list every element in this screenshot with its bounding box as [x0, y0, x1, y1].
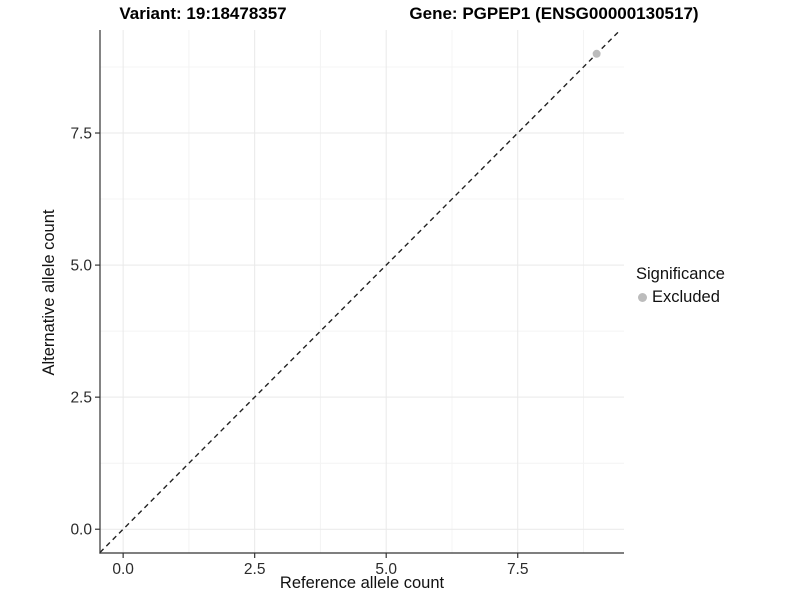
legend-item-label: Excluded — [652, 288, 720, 306]
legend: Significance Excluded — [636, 265, 725, 307]
legend-title: Significance — [636, 265, 725, 283]
x-tick-label: 0.0 — [112, 561, 134, 578]
y-axis-title: Alternative allele count — [40, 209, 58, 376]
x-tick-label: 7.5 — [507, 561, 529, 578]
y-tick-label: 5.0 — [70, 258, 92, 275]
y-tick-label: 7.5 — [70, 126, 92, 143]
y-tick-label: 2.5 — [70, 390, 92, 407]
x-tick-label: 2.5 — [244, 561, 266, 578]
variant-title: Variant: 19:18478357 — [119, 4, 287, 23]
y-tick-label: 0.0 — [70, 522, 92, 539]
identity-dashed-line — [99, 29, 621, 553]
x-axis-title: Reference allele count — [279, 574, 445, 592]
x-tick-label: 5.0 — [375, 561, 397, 578]
legend-item-excluded: Excluded — [638, 288, 725, 307]
gene-title: Gene: PGPEP1 (ENSG00000130517) — [409, 4, 699, 23]
data-point-excluded — [592, 49, 601, 58]
excluded-point-icon — [638, 293, 647, 302]
